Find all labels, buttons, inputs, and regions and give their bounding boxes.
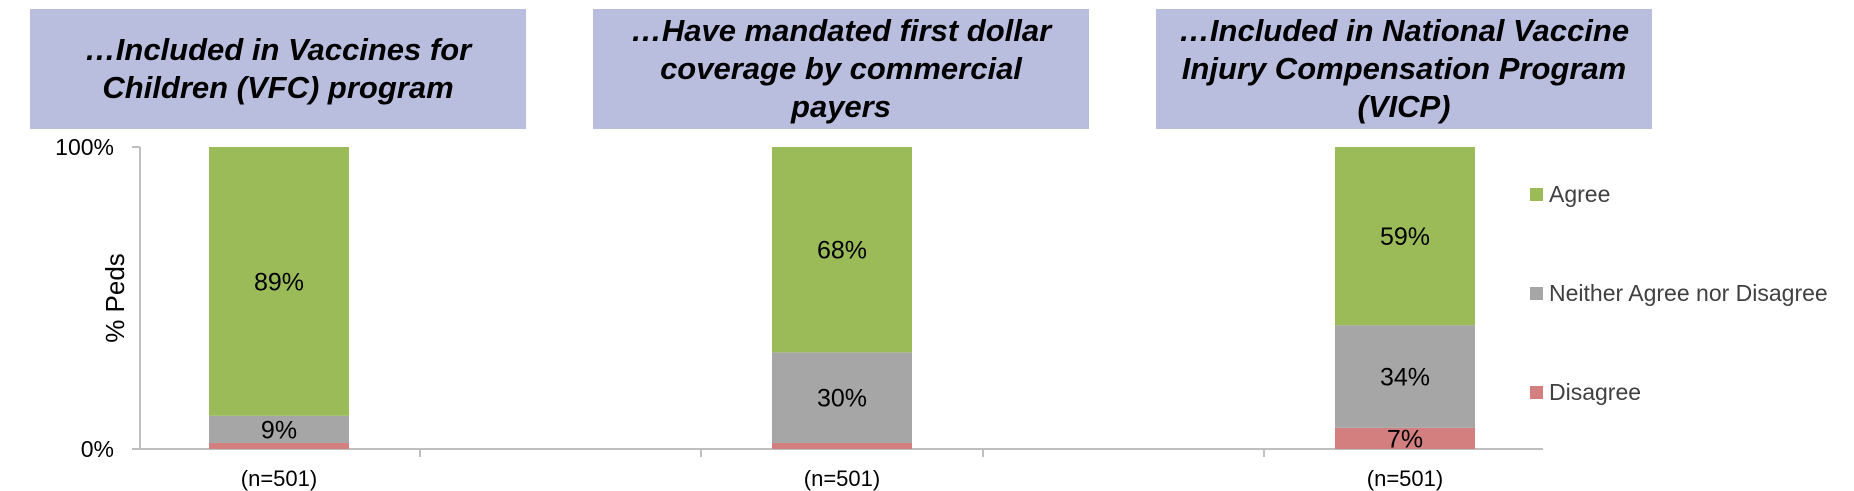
y-axis-label: % Peds — [100, 253, 130, 343]
bar-neither-1 — [209, 415, 349, 443]
bar-disagree-2 — [772, 442, 912, 449]
data-label-disagree-3: 7% — [1387, 425, 1423, 453]
y-tick-label-0: 0% — [81, 436, 114, 462]
legend-label-agree: Agree — [1549, 181, 1611, 207]
data-label-agree-1: 89% — [254, 268, 304, 296]
legend-swatch-agree — [1530, 188, 1543, 201]
bar-agree-1 — [209, 147, 349, 416]
bar-neither-2 — [772, 352, 912, 443]
header-first-dollar-text: …Have mandated first dollar coverage by … — [630, 13, 1052, 124]
bar-disagree-3 — [1335, 427, 1475, 449]
legend-label-neither: Neither Agree nor Disagree — [1549, 280, 1828, 306]
data-label-neither-2: 30% — [817, 385, 867, 413]
y-tick-label-100: 100% — [55, 134, 114, 160]
x-category-label-3: (n=501) — [1367, 466, 1443, 491]
data-label-agree-3: 59% — [1380, 223, 1430, 251]
legend-item-neither: Neither Agree nor Disagree — [1530, 280, 1828, 307]
data-label-agree-2: 68% — [817, 237, 867, 265]
header-first-dollar: …Have mandated first dollar coverage by … — [593, 9, 1089, 129]
data-label-neither-3: 34% — [1380, 364, 1430, 392]
legend-swatch-disagree — [1530, 386, 1543, 399]
bar-agree-3 — [1335, 147, 1475, 326]
header-vicp-text: …Included in National Vaccine Injury Com… — [1178, 13, 1630, 124]
x-category-label-1: (n=501) — [241, 466, 317, 491]
legend-item-disagree: Disagree — [1530, 379, 1641, 406]
bar-neither-3 — [1335, 325, 1475, 428]
legend-swatch-neither — [1530, 287, 1543, 300]
header-vfc: …Included in Vaccines for Children (VFC)… — [30, 9, 526, 129]
bar-disagree-1 — [209, 442, 349, 449]
x-category-label-2: (n=501) — [804, 466, 880, 491]
legend-label-disagree: Disagree — [1549, 379, 1642, 405]
legend-item-agree: Agree — [1530, 181, 1610, 208]
data-label-neither-1: 9% — [261, 416, 297, 444]
header-vicp: …Included in National Vaccine Injury Com… — [1156, 9, 1652, 129]
bar-agree-2 — [772, 147, 912, 353]
header-vfc-text: …Included in Vaccines for Children (VFC)… — [84, 32, 472, 105]
